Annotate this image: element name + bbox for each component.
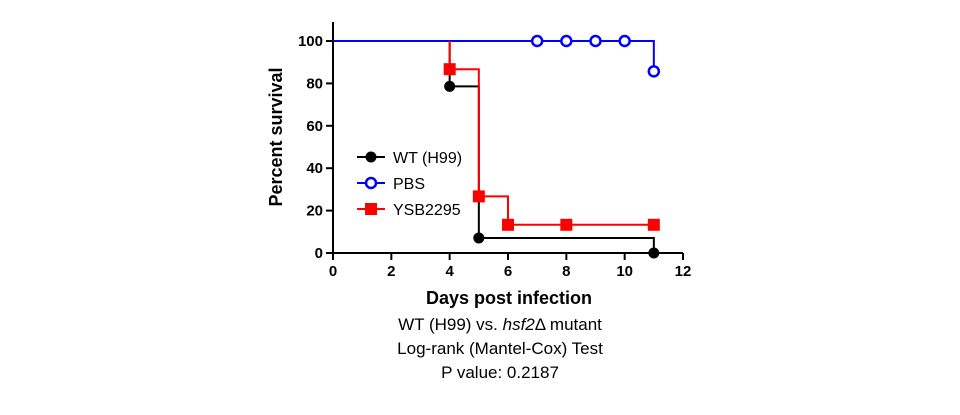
data-point [473,232,485,244]
chart-caption: WT (H99) vs. hsf2Δ mutant Log-rank (Mant… [330,313,670,385]
y-tick-label: 40 [306,160,323,177]
data-point [560,218,573,231]
caption-gene-name: hsf2 [502,315,535,334]
legend-label: WT (H99) [393,150,462,167]
x-tick-label: 6 [504,263,512,280]
data-point [530,34,544,48]
y-tick-label: 80 [306,75,323,92]
y-axis-title: Percent survival [266,67,286,206]
caption-mutant: Δ mutant [534,315,602,334]
legend-label: PBS [393,176,425,193]
data-point [647,218,660,231]
x-tick-label: 12 [675,263,692,280]
data-point [502,218,514,231]
data-point [648,247,660,259]
legend-marker [365,151,377,163]
legend-item: PBS [357,176,425,193]
caption-line-2: Log-rank (Mantel-Cox) Test [397,339,603,358]
legend-item: WT (H99) [357,150,462,167]
caption-line-1: WT (H99) vs. hsf2Δ mutant [330,313,670,337]
data-point [589,34,602,48]
y-tick-label: 0 [315,245,323,262]
x-axis-title: Days post infection [426,288,592,308]
series-line [333,40,655,72]
caption-comparison: WT (H99) vs. [398,315,503,334]
series-2 [443,41,660,231]
data-point [618,34,631,48]
x-tick-label: 10 [616,263,633,280]
legend-marker [365,203,377,215]
y-tick-label: 20 [306,203,323,220]
legend-item: YSB2295 [357,202,461,219]
x-tick-label: 2 [387,263,395,280]
chart-axes: 0 20 40 60 80 100 0 2 4 6 8 10 12 [298,22,691,280]
data-point [444,80,456,92]
data-point [443,63,456,76]
y-tick-label: 100 [298,33,323,50]
series-layer [333,34,675,259]
chart-legend: WT (H99) PBS YSB2295 [357,150,462,219]
legend-marker [364,176,378,190]
legend-label: YSB2295 [393,202,461,219]
y-tick-label: 60 [306,118,323,135]
x-tick-label: 4 [445,263,454,280]
data-point [472,190,485,203]
data-point [560,34,573,48]
x-tick-label: 8 [562,263,570,280]
x-tick-label: 0 [329,263,337,280]
caption-line-3: P value: 0.2187 [441,363,559,382]
series-1 [333,34,661,78]
data-point [647,65,661,78]
